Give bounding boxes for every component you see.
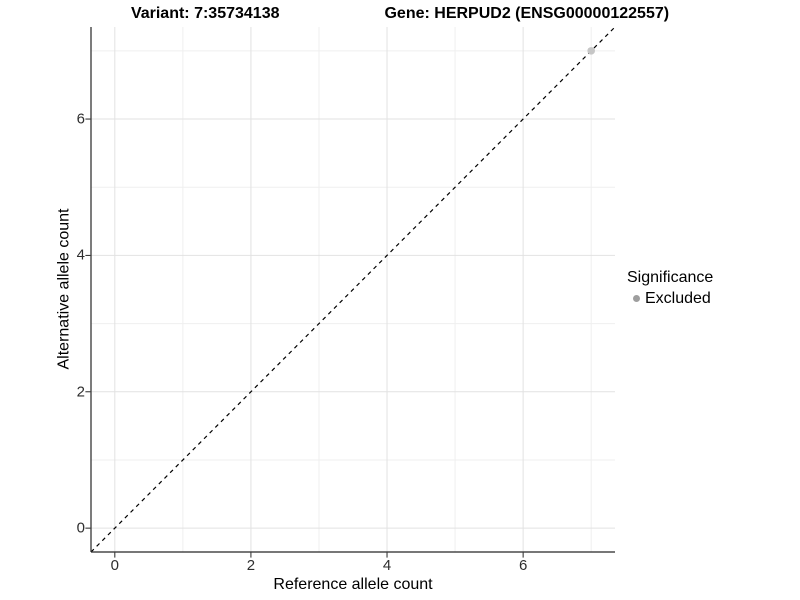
- plot-title-variant: Variant: 7:35734138: [130, 5, 280, 22]
- x-tick-label: 2: [246, 557, 256, 574]
- legend-point-icon: [633, 295, 640, 302]
- y-tick-label: 6: [76, 110, 85, 128]
- legend-title: Significance: [627, 269, 714, 286]
- y-axis-title: Alternative allele count: [55, 208, 73, 370]
- x-tick-label: 4: [382, 557, 392, 574]
- legend: Significance Excluded: [627, 268, 713, 308]
- legend-item-excluded: Excluded: [627, 289, 713, 308]
- x-tick-label: 6: [518, 557, 528, 574]
- x-tick-label: 0: [110, 557, 119, 574]
- identity-reference-line: [90, 26, 616, 553]
- plot-title: Variant: 7:35734138 Gene: HERPUD2 (ENSG0…: [0, 4, 800, 23]
- data-point: [587, 47, 595, 55]
- plot-title-gene: Gene: HERPUD2 (ENSG00000122557): [384, 5, 670, 22]
- y-tick-label: 4: [76, 246, 85, 264]
- y-tick-label: 0: [76, 519, 85, 537]
- y-tick-label: 2: [76, 383, 85, 401]
- legend-item-label: Excluded: [645, 290, 711, 307]
- x-axis-title: Reference allele count: [273, 576, 433, 593]
